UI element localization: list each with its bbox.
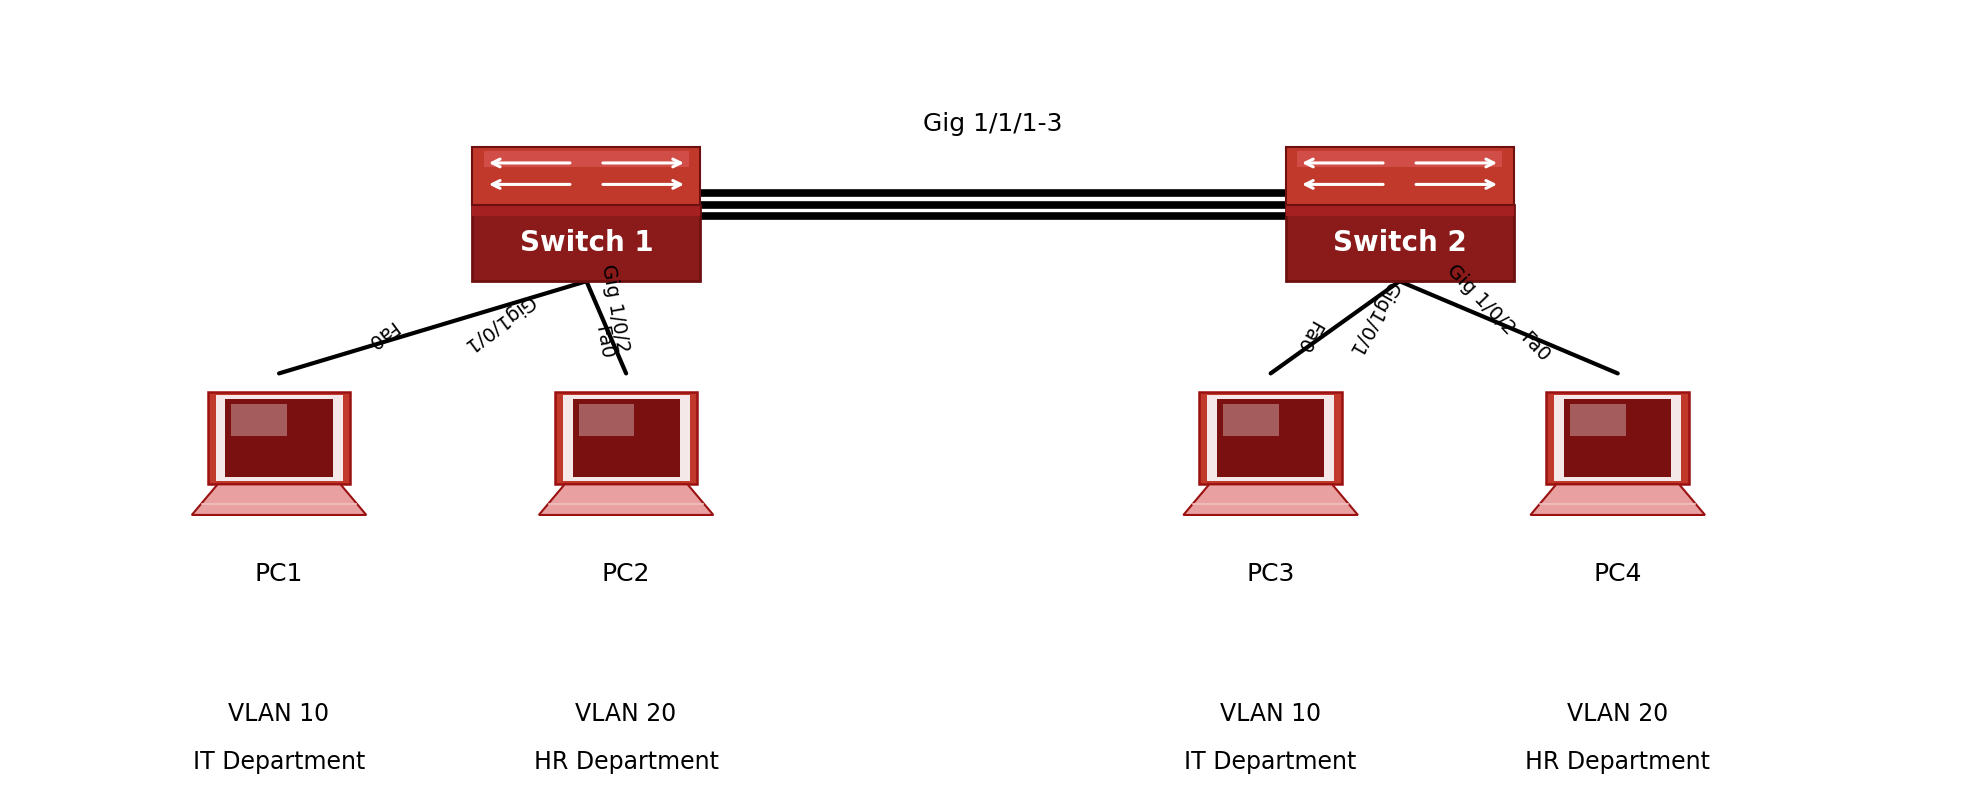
Text: VLAN 10: VLAN 10 [228, 702, 330, 726]
FancyBboxPatch shape [1285, 147, 1513, 204]
FancyBboxPatch shape [578, 404, 634, 436]
FancyBboxPatch shape [1200, 392, 1343, 484]
FancyBboxPatch shape [1207, 395, 1335, 481]
Text: IT Department: IT Department [1184, 751, 1356, 774]
Text: Gig1/0/1: Gig1/0/1 [459, 291, 536, 356]
Text: Gig1/0/1: Gig1/0/1 [1343, 278, 1400, 360]
FancyBboxPatch shape [1555, 395, 1682, 481]
FancyBboxPatch shape [226, 399, 332, 477]
FancyBboxPatch shape [1223, 404, 1279, 436]
FancyBboxPatch shape [1285, 204, 1513, 217]
Text: HR Department: HR Department [1525, 751, 1710, 774]
Text: Switch 2: Switch 2 [1333, 229, 1466, 257]
FancyBboxPatch shape [485, 151, 689, 167]
Text: Fa0: Fa0 [361, 317, 401, 351]
FancyBboxPatch shape [554, 392, 697, 484]
FancyBboxPatch shape [473, 204, 701, 217]
Polygon shape [1531, 484, 1704, 515]
Text: VLAN 10: VLAN 10 [1219, 702, 1321, 726]
Text: Fa0: Fa0 [1291, 318, 1325, 356]
Text: Fa0: Fa0 [592, 325, 616, 361]
Text: VLAN 20: VLAN 20 [1567, 702, 1668, 726]
Text: Gig 1/0/2: Gig 1/0/2 [598, 263, 632, 354]
Text: Gig 1/1/1-3: Gig 1/1/1-3 [923, 112, 1063, 137]
FancyBboxPatch shape [1547, 392, 1690, 484]
Text: Switch 1: Switch 1 [520, 229, 653, 257]
FancyBboxPatch shape [562, 395, 689, 481]
FancyBboxPatch shape [232, 404, 288, 436]
FancyBboxPatch shape [216, 395, 342, 481]
FancyBboxPatch shape [1297, 151, 1501, 167]
Text: PC4: PC4 [1593, 562, 1642, 586]
Text: Gig 1/0/2: Gig 1/0/2 [1444, 261, 1519, 339]
Polygon shape [1184, 484, 1358, 515]
FancyBboxPatch shape [1285, 204, 1513, 281]
FancyBboxPatch shape [473, 204, 701, 281]
Polygon shape [193, 484, 365, 515]
FancyBboxPatch shape [473, 147, 701, 204]
Text: PC2: PC2 [602, 562, 649, 586]
Text: HR Department: HR Department [534, 751, 719, 774]
Text: IT Department: IT Department [193, 751, 365, 774]
Text: VLAN 20: VLAN 20 [576, 702, 677, 726]
Text: PC1: PC1 [254, 562, 304, 586]
FancyBboxPatch shape [1565, 399, 1672, 477]
Text: Fa0: Fa0 [1517, 329, 1553, 366]
FancyBboxPatch shape [1217, 399, 1325, 477]
FancyBboxPatch shape [209, 392, 350, 484]
Polygon shape [538, 484, 713, 515]
FancyBboxPatch shape [1571, 404, 1627, 436]
Text: PC3: PC3 [1247, 562, 1295, 586]
FancyBboxPatch shape [572, 399, 679, 477]
